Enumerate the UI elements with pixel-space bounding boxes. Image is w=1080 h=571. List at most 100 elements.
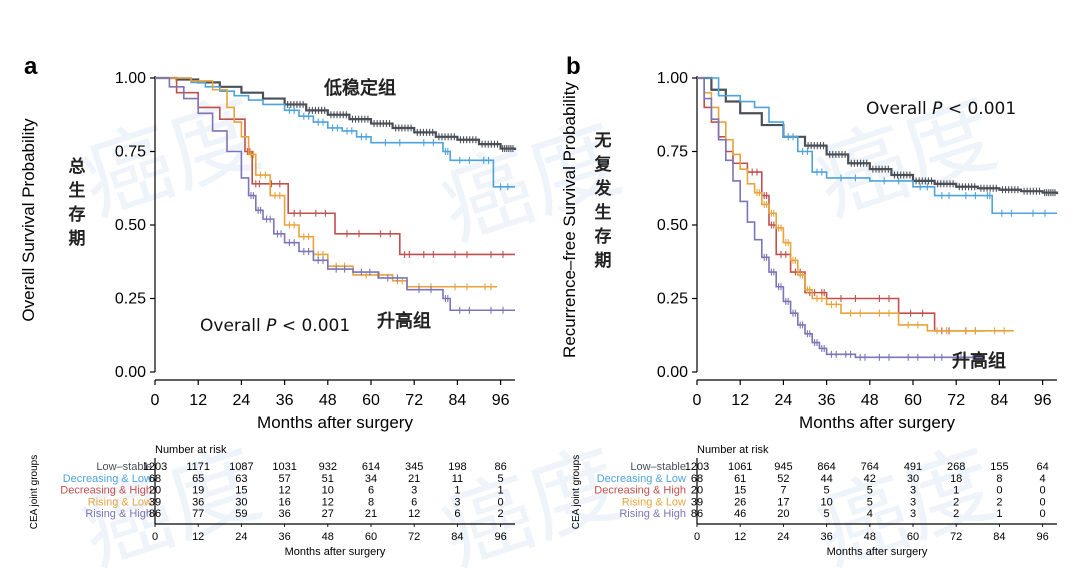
risk-count: 5 — [867, 496, 873, 508]
risk-count: 12 — [322, 496, 334, 508]
risk-count: 52 — [777, 473, 789, 485]
risk-time-label: 96 — [494, 531, 506, 543]
watermark-text: 癌度 — [69, 80, 273, 235]
risk-count: 6 — [411, 496, 417, 508]
risk-table-title: Number at risk — [697, 444, 769, 456]
risk-count: 932 — [319, 461, 337, 473]
risk-count: 34 — [365, 473, 377, 485]
risk-count: 21 — [408, 473, 420, 485]
risk-count: 30 — [907, 473, 919, 485]
y-tick-label: 0.50 — [657, 217, 688, 234]
risk-count: 20 — [777, 508, 789, 520]
risk-count: 491 — [904, 461, 922, 473]
risk-count: 6 — [368, 485, 374, 497]
risk-count: 2 — [996, 496, 1002, 508]
p-value-annotation: Overall P < 0.001 — [866, 99, 1016, 119]
risk-count: 2 — [953, 496, 959, 508]
risk-count: 59 — [235, 508, 247, 520]
x-tick-label: 0 — [693, 392, 702, 409]
risk-count: 3 — [910, 485, 916, 497]
x-axis-title: Months after surgery — [799, 413, 955, 432]
risk-count: 268 — [947, 461, 965, 473]
risk-count: 1087 — [229, 461, 253, 473]
risk-count: 3 — [411, 485, 417, 497]
y-axis-title: Recurrence–free Survival Probability — [560, 82, 579, 358]
risk-count: 0 — [1040, 508, 1046, 520]
risk-count: 4 — [867, 508, 873, 520]
risk-count: 1 — [498, 485, 504, 497]
x-tick-label: 36 — [818, 392, 836, 409]
x-tick-label: 24 — [233, 392, 251, 409]
x-tick-label: 96 — [492, 392, 510, 409]
risk-count: 5 — [824, 508, 830, 520]
x-tick-label: 0 — [151, 392, 160, 409]
risk-count: 8 — [996, 473, 1002, 485]
risk-count: 46 — [734, 508, 746, 520]
side-label-char: 无 — [594, 131, 612, 151]
risk-count: 3 — [910, 508, 916, 520]
risk-count: 0 — [1040, 485, 1046, 497]
x-tick-label: 72 — [947, 392, 965, 409]
risk-count: 19 — [192, 485, 204, 497]
y-tick-label: 0.00 — [657, 364, 688, 381]
risk-count: 864 — [817, 461, 835, 473]
p-value-annotation: Overall P < 0.001 — [200, 316, 350, 336]
risk-count: 1 — [996, 508, 1002, 520]
risk-group-label: Decreasing & High — [594, 485, 686, 497]
risk-time-label: 72 — [950, 531, 962, 543]
risk-count: 1031 — [272, 461, 296, 473]
risk-table-title: Number at risk — [155, 444, 227, 456]
risk-count: 0 — [996, 485, 1002, 497]
x-tick-label: 24 — [775, 392, 793, 409]
risk-count: 345 — [405, 461, 423, 473]
risk-count: 3 — [454, 496, 460, 508]
x-tick-label: 12 — [731, 392, 749, 409]
risk-count: 2 — [953, 508, 959, 520]
risk-group-label: Rising & High — [619, 508, 686, 520]
risk-count: 16 — [278, 496, 290, 508]
risk-count: 2 — [498, 508, 504, 520]
y-tick-label: 0.75 — [115, 144, 146, 161]
risk-count: 764 — [861, 461, 879, 473]
risk-time-label: 0 — [152, 531, 158, 543]
risk-count: 42 — [864, 473, 876, 485]
side-label-char: 存 — [595, 226, 612, 247]
risk-group-label: Low–stable — [630, 461, 686, 473]
panel-b-letter: b — [566, 53, 581, 80]
risk-group-label: Low–stable — [96, 461, 152, 473]
x-tick-label: 48 — [319, 392, 337, 409]
risk-count: 5 — [824, 485, 830, 497]
risk-count: 51 — [322, 473, 334, 485]
risk-count: 614 — [362, 461, 380, 473]
risk-count: 1 — [454, 485, 460, 497]
panel-a-letter: a — [24, 53, 38, 80]
risk-count: 5 — [498, 473, 504, 485]
risk-time-label: 48 — [864, 531, 876, 543]
y-tick-label: 1.00 — [115, 70, 146, 87]
risk-count: 10 — [820, 496, 832, 508]
side-label-char: 生 — [69, 180, 86, 201]
risk-count: 15 — [235, 485, 247, 497]
risk-count: 1 — [953, 485, 959, 497]
rising-group-annotation: 升高组 — [952, 350, 1006, 372]
risk-count: 12 — [278, 485, 290, 497]
risk-count: 945 — [774, 461, 792, 473]
y-tick-label: 0.50 — [115, 217, 146, 234]
risk-count: 4 — [1040, 473, 1046, 485]
risk-count: 1061 — [728, 461, 752, 473]
y-tick-label: 0.00 — [115, 364, 146, 381]
risk-count: 5 — [867, 485, 873, 497]
y-tick-label: 0.25 — [115, 291, 146, 308]
x-axis-title: Months after surgery — [257, 413, 413, 432]
x-tick-label: 60 — [362, 392, 380, 409]
panel-a-plot-area: 0.000.250.500.751.000 12 24 36 48 60 72 84 96Mon… — [19, 70, 517, 558]
risk-count: 57 — [278, 473, 290, 485]
risk-time-label: 60 — [365, 531, 377, 543]
risk-count: 8 — [368, 496, 374, 508]
x-tick-label: 96 — [1034, 392, 1052, 409]
risk-count: 65 — [192, 473, 204, 485]
x-tick-label: 84 — [449, 392, 467, 409]
risk-time-label: 12 — [192, 531, 204, 543]
side-label-char: 期 — [69, 229, 86, 249]
